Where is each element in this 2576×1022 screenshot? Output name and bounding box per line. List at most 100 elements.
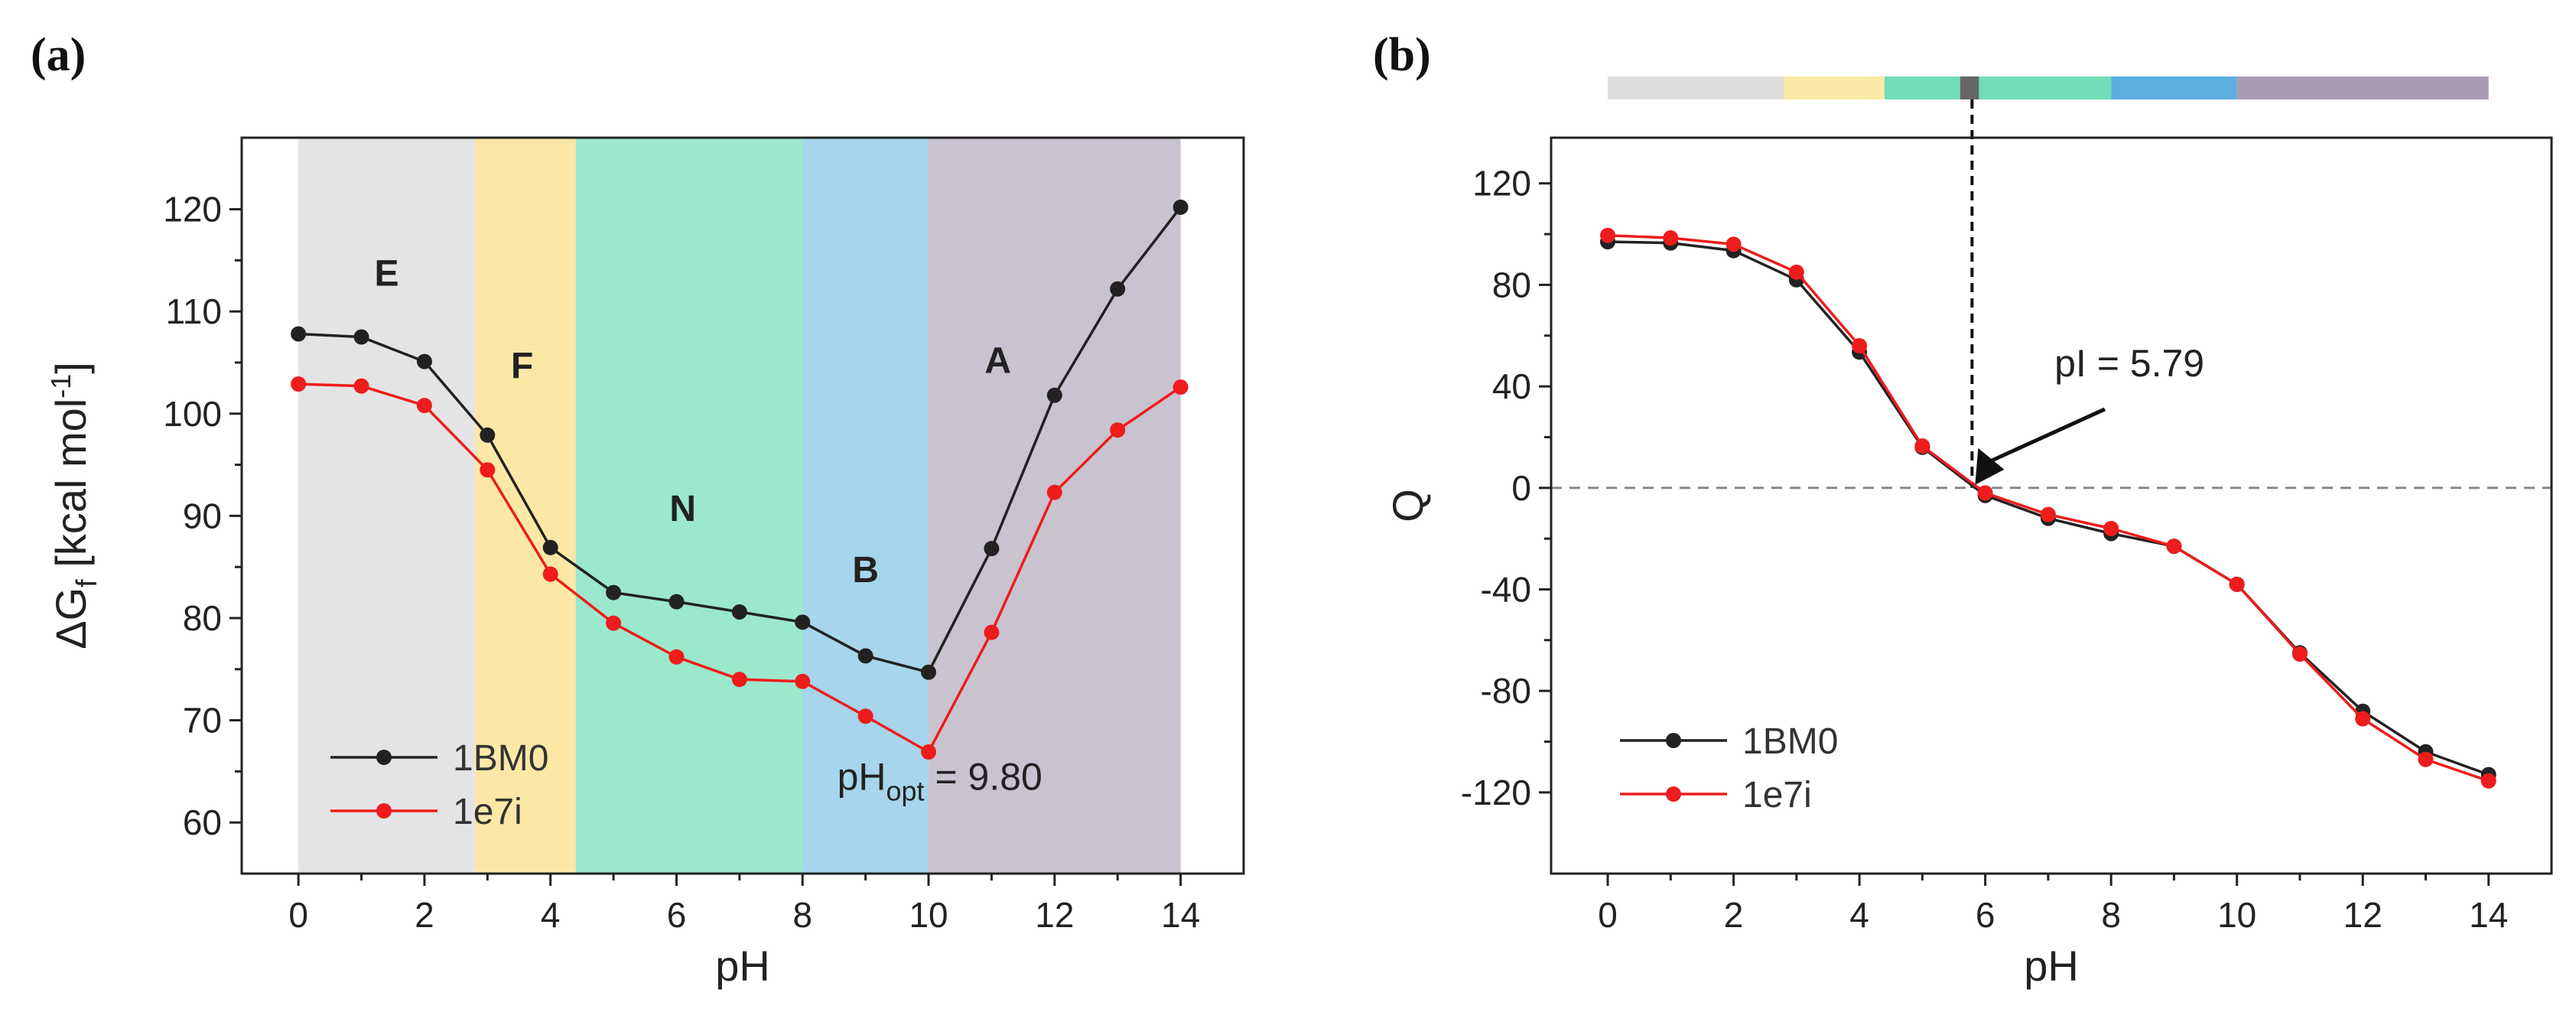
data-point-1e7i [857,708,873,724]
legend-label-1e7i: 1e7i [453,792,522,832]
legend-marker-1e7i [376,803,392,819]
data-point-1e7i [1046,484,1062,500]
x-tick-label: 6 [1976,895,1995,935]
plot-frame [240,136,1245,875]
top-bar-segment [1979,76,2112,99]
panel-b: (b) 0 2 4 6 8 10 12 14 120 80 40 0 -40 -80 -120 pH Q 1BM0 1… [1373,29,2553,990]
y-axis-label: Q [1384,489,1432,522]
y-tick-label: 80 [183,598,222,638]
y-tick-label: 80 [1492,265,1531,304]
x-tick-label: 4 [1849,895,1869,935]
region-label-e: E [374,254,398,295]
data-point-1bm0 [921,664,937,680]
x-tick-label: 12 [2343,895,2382,935]
panel-label: (b) [1373,29,1431,81]
x-tick-label: 2 [1724,895,1744,935]
legend-marker-1bm0 [1666,733,1681,748]
x-tick-label: 14 [1161,895,1200,935]
data-point-1e7i [480,462,496,478]
data-point-1e7i [353,378,369,394]
top-bar-segment [2236,76,2489,99]
data-point-1e7i [1852,338,1868,354]
x-tick-label: 10 [909,895,948,935]
data-point-1bm0 [984,541,1000,557]
y-tick-label: 0 [1511,468,1531,508]
x-tick-label: 0 [288,895,308,935]
data-point-1e7i [2355,711,2371,727]
region-band-f [474,138,576,874]
x-tick-label: 6 [667,895,687,935]
region-label-f: F [511,346,533,386]
data-point-1e7i [2040,506,2056,522]
data-point-1e7i [731,672,747,688]
data-point-1bm0 [1110,281,1126,297]
y-tick-label: 110 [166,291,222,331]
data-point-1e7i [984,624,1000,640]
y-tick-label: 60 [183,802,222,842]
region-band-n [575,138,803,874]
data-point-1e7i [291,376,307,392]
data-point-1e7i [1914,438,1930,454]
data-point-1e7i [1788,264,1804,280]
data-point-1e7i [1110,422,1126,438]
x-axis-label: pH [2024,942,2079,990]
region-label-a: A [984,340,1011,381]
data-point-1e7i [795,673,811,689]
legend-label-1e7i: 1e7i [1742,775,1812,815]
data-point-1e7i [1977,485,1993,501]
data-point-1bm0 [668,594,685,610]
data-point-1bm0 [291,326,307,342]
data-point-1e7i [606,615,622,631]
y-tick-label: 40 [1492,366,1531,406]
pi-arrow-shaft [1988,407,2106,464]
y-tick-label: -120 [1461,773,1531,812]
x-tick-label: 8 [2101,895,2121,935]
top-bar-segment [1784,76,1885,99]
x-tick-label: 2 [415,895,434,935]
y-tick-label: 70 [183,701,222,740]
region-label-n: N [669,489,696,529]
region-label-b: B [852,550,879,591]
data-point-1bm0 [353,329,369,345]
x-tick-label: 10 [2217,895,2256,935]
pi-arrow-head [1975,448,2005,485]
top-bar-segment [2111,76,2237,99]
plot-frame [1550,136,2553,875]
data-point-1e7i [668,649,685,665]
data-point-1bm0 [416,353,432,369]
data-point-1bm0 [731,604,747,620]
data-point-1bm0 [857,648,873,664]
data-point-1bm0 [1046,387,1062,403]
data-point-1e7i [2480,773,2496,789]
legend-marker-1bm0 [376,750,392,765]
data-point-1e7i [2103,520,2119,536]
data-point-1e7i [2229,576,2245,592]
y-tick-label: -40 [1481,569,1531,609]
y-axis-label: ΔGf [kcal mol-1] [45,362,103,649]
x-tick-label: 14 [2469,895,2508,935]
data-point-1bm0 [480,427,496,443]
y-tick-label: 100 [163,394,222,434]
data-point-1e7i [921,744,937,760]
data-point-1e7i [1725,236,1742,252]
top-bar-segment [1960,76,1979,99]
data-point-1bm0 [795,614,811,630]
x-tick-label: 4 [541,895,561,935]
pi-annotation: pI = 5.79 [2054,342,2204,385]
panel-label: (a) [31,29,86,81]
data-point-1e7i [416,398,432,414]
x-tick-label: 8 [792,895,812,935]
data-point-1e7i [2291,646,2308,662]
ph-opt-annotation: pHopt = 9.80 [838,755,1042,806]
data-point-1e7i [542,566,558,582]
data-point-1e7i [2418,751,2434,767]
legend-label-1bm0: 1BM0 [453,738,548,779]
y-tick-label: 120 [1472,164,1531,203]
data-point-1bm0 [1173,199,1189,215]
region-band-b [802,138,929,874]
legend-marker-1e7i [1666,786,1681,802]
top-bar-segment [1885,76,1960,99]
x-tick-label: 12 [1035,895,1074,935]
x-tick-label: 0 [1598,895,1618,935]
